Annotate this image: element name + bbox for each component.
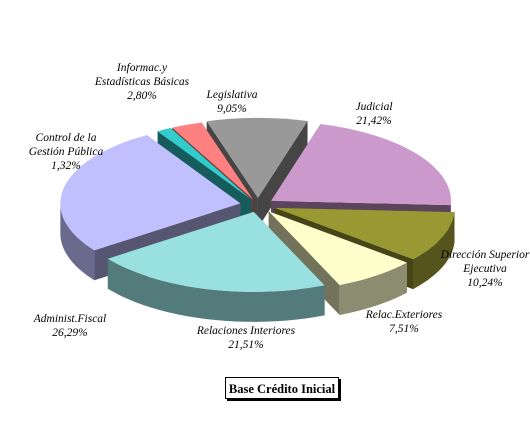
pie-slice-wall <box>257 120 308 228</box>
slice-label: Informac.y Estadísticas Básicas 2,80% <box>94 62 190 102</box>
pie-slice-top <box>107 211 325 292</box>
pie-slice-top <box>157 128 252 200</box>
pie-slice <box>107 211 325 322</box>
slice-label: Legislativa 9,05% <box>205 89 257 115</box>
pie-slice-edge <box>60 203 95 281</box>
pie-slice-top <box>172 122 253 200</box>
slice-label: Judicial 21,42% <box>355 101 392 127</box>
slice-label: Dirección Superior Ejecutiva 10,24% <box>440 249 530 289</box>
pie-slice-top <box>271 123 452 206</box>
chart-title: Base Crédito Inicial <box>225 377 339 399</box>
slice-label: Control de la Gestión Pública 1,32% <box>29 132 104 172</box>
pie-slice-top <box>206 117 308 198</box>
pie-slice-top <box>268 211 408 285</box>
pie-slice-edge <box>339 262 408 315</box>
pie-slice-edge <box>107 258 325 322</box>
pie-slice-edge <box>413 212 455 290</box>
slice-label: Relac.Exteriores 7,51% <box>365 309 443 335</box>
pie-slice-top <box>274 207 455 260</box>
slice-label: Administ.Fiscal 26,29% <box>33 313 107 339</box>
slice-label: Relaciones Interiores 21,51% <box>196 325 296 351</box>
pie-slice-top <box>60 135 241 251</box>
